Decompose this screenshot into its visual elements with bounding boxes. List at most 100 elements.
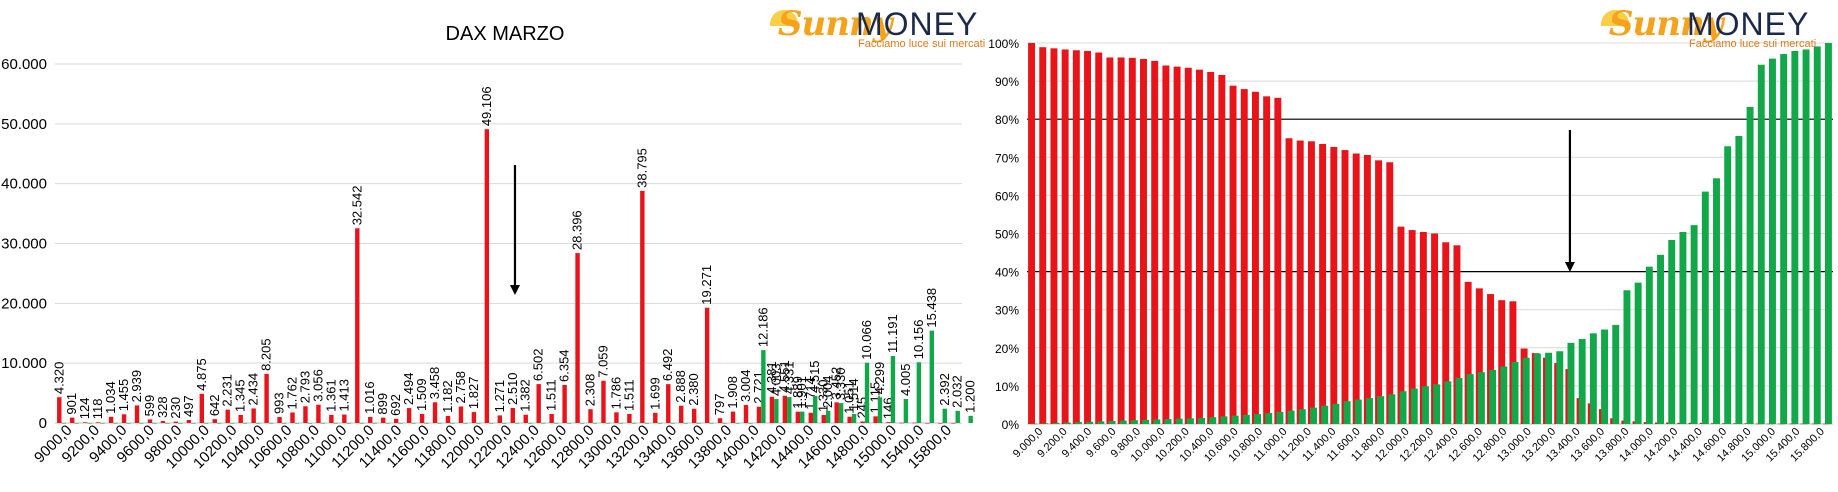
call-bar [1354, 399, 1362, 424]
call-bar [592, 422, 598, 424]
call-bar [657, 422, 662, 424]
call-bar [385, 422, 390, 424]
data-label: 642 [207, 394, 222, 416]
data-label: 4.551 [777, 360, 792, 393]
call-bar [437, 422, 442, 424]
call-bar [774, 399, 779, 423]
call-bar [242, 422, 248, 424]
call-bar [735, 422, 740, 424]
data-label: 10.066 [859, 320, 874, 360]
put-bar [536, 384, 541, 423]
data-label: 1.034 [103, 381, 118, 414]
data-label: 1.330 [816, 379, 831, 412]
call-bar [1477, 372, 1485, 424]
call-bar [229, 422, 235, 424]
put-bar [834, 402, 839, 423]
put-bar [782, 395, 788, 423]
call-bar [1186, 418, 1194, 424]
put-bar [588, 409, 593, 423]
data-label: 6.354 [557, 349, 572, 382]
put-bar [329, 414, 334, 423]
call-bar [1220, 416, 1228, 424]
data-label: 2.510 [505, 372, 520, 405]
call-bar [87, 422, 92, 424]
data-label: 692 [388, 394, 403, 416]
call-bar [903, 399, 909, 423]
put-bar [1184, 67, 1192, 424]
put-bar [147, 419, 153, 423]
logo-tagline: Facciamo luce sui mercati [1689, 38, 1817, 50]
put-bar [70, 417, 75, 423]
put-bar [601, 380, 606, 423]
call-bar [113, 422, 118, 424]
data-label: 1.889 [790, 376, 805, 409]
call-bar [476, 422, 481, 424]
put-bar [1307, 141, 1315, 424]
call-bar [605, 422, 611, 424]
call-bar [709, 422, 714, 424]
put-bar [1061, 49, 1069, 425]
data-label: 1.413 [336, 379, 351, 412]
data-label: 2.380 [686, 373, 701, 406]
call-bar [1623, 290, 1631, 424]
put-bar [1218, 75, 1226, 424]
call-bar [916, 362, 922, 423]
call-bar [1388, 394, 1396, 424]
data-label: 1.509 [414, 378, 429, 411]
put-bar [1498, 300, 1506, 424]
data-label: 3.330 [833, 368, 848, 401]
put-bar [82, 422, 88, 423]
put-bar [640, 190, 645, 423]
put-bar [1240, 89, 1248, 424]
put-bar [666, 384, 671, 423]
call-bar [1097, 421, 1105, 424]
data-label: 4.005 [898, 363, 913, 396]
data-label: 1.345 [233, 379, 248, 412]
data-label: 4.003 [768, 364, 783, 397]
call-bar [812, 395, 818, 423]
y-tick-label: 40.000 [1, 176, 47, 193]
call-bar [1757, 64, 1765, 424]
call-bar [851, 413, 857, 423]
call-bar [527, 422, 533, 424]
call-bar [1612, 324, 1620, 424]
put-bar [1263, 96, 1271, 424]
put-bar [679, 405, 684, 423]
put-bar [1140, 59, 1147, 424]
data-label: 4.875 [194, 358, 209, 391]
call-bar [1791, 51, 1799, 424]
y-tick-label: 20.000 [1, 295, 47, 312]
call-bar [683, 422, 688, 424]
put-bar [925, 422, 930, 424]
call-bar [1735, 135, 1743, 425]
put-bar [1028, 43, 1036, 424]
data-label: 32.542 [349, 186, 364, 226]
call-bar [1265, 412, 1273, 424]
put-bar [1464, 281, 1472, 424]
logo-sunny-text: Sunny [778, 4, 892, 44]
data-label: 2.939 [129, 370, 144, 403]
call-bar [579, 422, 585, 424]
call-bar [1802, 49, 1810, 425]
put-bar [1039, 47, 1047, 424]
put-bar [1475, 288, 1483, 424]
data-label: 899 [375, 393, 390, 415]
y-tick-label: 30.000 [1, 236, 47, 253]
data-label: 2.032 [950, 375, 965, 408]
put-bar [847, 416, 852, 423]
sun-icon [770, 10, 798, 26]
data-label: 1.514 [846, 378, 861, 411]
sun-icon [1601, 10, 1629, 26]
data-label: 1.455 [116, 379, 131, 412]
put-bar [1330, 147, 1338, 424]
call-bar [1522, 357, 1530, 424]
put-bar [743, 405, 749, 423]
put-bar [199, 393, 205, 423]
call-bar [74, 422, 79, 424]
y-tick-label: 100% [988, 37, 1019, 51]
call-bar [1321, 405, 1329, 424]
data-label: 19.271 [699, 265, 714, 305]
call-bar [722, 422, 727, 424]
call-bar [942, 408, 947, 423]
call-bar [1198, 417, 1206, 424]
